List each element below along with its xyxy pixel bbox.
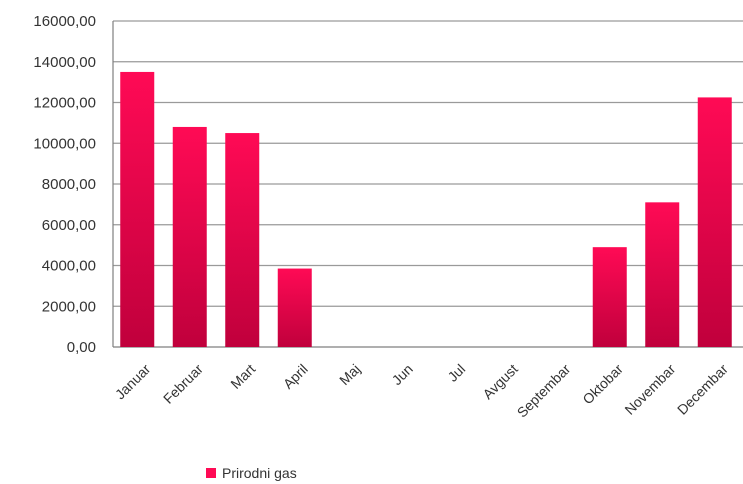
x-axis-tick-labels: Januar Februar Mart April Maj Jun Jul AvgustSep…: [112, 361, 731, 421]
x-tick-label: Jul: [444, 361, 468, 385]
y-tick-label: 14000,00: [33, 54, 96, 71]
y-tick-label: 16000,00: [33, 13, 96, 30]
bar-februar: [172, 126, 207, 347]
x-tick-label: Oktobar: [579, 361, 626, 408]
x-tick-label: Januar: [112, 361, 154, 403]
legend-label: Prirodni gas: [222, 465, 297, 481]
legend: Prirodni gas: [206, 464, 297, 482]
x-tick-label: Avgust: [479, 361, 520, 402]
x-tick-label: Mart: [227, 361, 258, 392]
y-tick-label: 0,00: [67, 339, 96, 356]
y-tick-label: 2000,00: [42, 298, 96, 315]
legend-swatch: [206, 468, 216, 478]
x-tick-label: April: [280, 361, 311, 392]
x-tick-label: Februar: [160, 361, 206, 407]
x-tick-label: Septembar: [514, 361, 574, 421]
bar-decembar: [697, 97, 732, 347]
x-tick-label: Jun: [389, 361, 416, 388]
x-tick-label: Decembar: [674, 361, 731, 418]
bar-oktobar: [592, 247, 627, 347]
y-tick-label: 4000,00: [42, 258, 96, 275]
y-tick-label: 6000,00: [42, 217, 96, 234]
bar-mart: [225, 133, 260, 347]
y-tick-label: 10000,00: [33, 135, 96, 152]
y-axis-tick-labels: 0,00 2000,00 4000,00 6000,00 8000,00 10000,00…: [33, 13, 96, 356]
y-tick-label: 8000,00: [42, 176, 96, 193]
gridlines: [112, 20, 743, 348]
bar-januar: [120, 71, 155, 347]
bar-april: [277, 268, 312, 347]
x-tick-label: Novembar: [621, 361, 678, 418]
bar-novembar: [645, 202, 680, 347]
bars: [120, 71, 732, 347]
y-tick-label: 12000,00: [33, 95, 96, 112]
x-tick-label: Maj: [336, 361, 363, 388]
